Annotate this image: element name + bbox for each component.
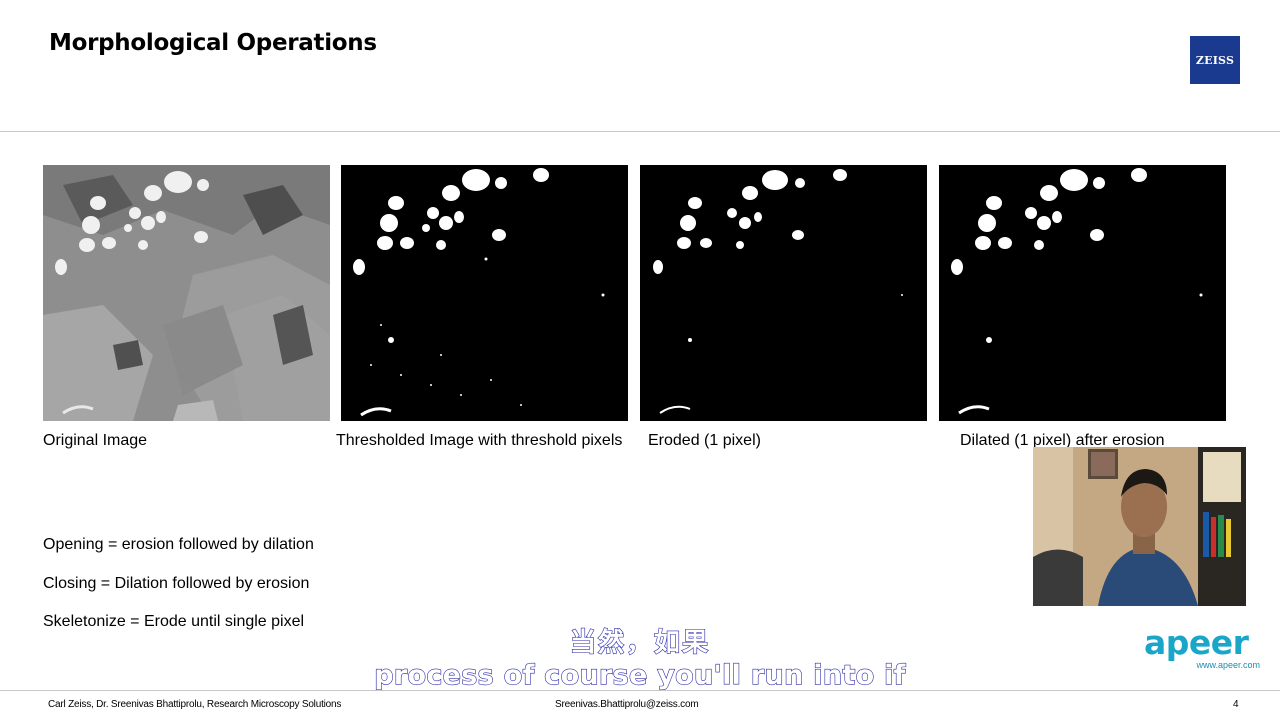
zeiss-logo-text: ZEISS <box>1195 53 1235 67</box>
presenter-webcam-video <box>1033 447 1246 606</box>
closing-definition: Closing = Dilation followed by erosion <box>43 575 310 592</box>
thresholded-image-panel <box>341 165 628 421</box>
dilated-image <box>939 165 1226 421</box>
skeletonize-definition: Skeletonize = Erode until single pixel <box>43 613 305 630</box>
footer-author: Carl Zeiss, Dr. Sreenivas Bhattiprolu, R… <box>48 699 342 710</box>
original-image-panel <box>43 165 330 421</box>
thresholded-image <box>341 165 628 421</box>
original-image-caption: Original Image <box>43 432 148 449</box>
subtitle-chinese: 当然，如果 <box>569 627 710 658</box>
zeiss-logo: ZEISS <box>1190 36 1240 84</box>
subtitle-english: process of course you'll run into if <box>374 659 906 691</box>
apeer-logo: apeer www.apeer.com <box>1144 623 1260 674</box>
eroded-image-caption: Eroded (1 pixel) <box>648 432 761 449</box>
header-divider <box>0 131 1280 132</box>
eroded-image <box>640 165 927 421</box>
dilated-image-caption: Dilated (1 pixel) after erosion <box>960 432 1165 449</box>
eroded-image-panel <box>640 165 927 421</box>
thresholded-image-caption: Thresholded Image with threshold pixels <box>336 432 623 449</box>
opening-definition: Opening = erosion followed by dilation <box>43 536 314 553</box>
dilated-image-panel <box>939 165 1226 421</box>
page-number: 4 <box>1233 699 1239 710</box>
footer-divider <box>0 690 1280 691</box>
apeer-logo-text: apeer <box>1144 623 1249 662</box>
apeer-url: www.apeer.com <box>1196 660 1260 670</box>
slide-title: Morphological Operations <box>49 30 377 56</box>
footer-email: Sreenivas.Bhattiprolu@zeiss.com <box>555 699 699 710</box>
original-image <box>43 165 330 421</box>
